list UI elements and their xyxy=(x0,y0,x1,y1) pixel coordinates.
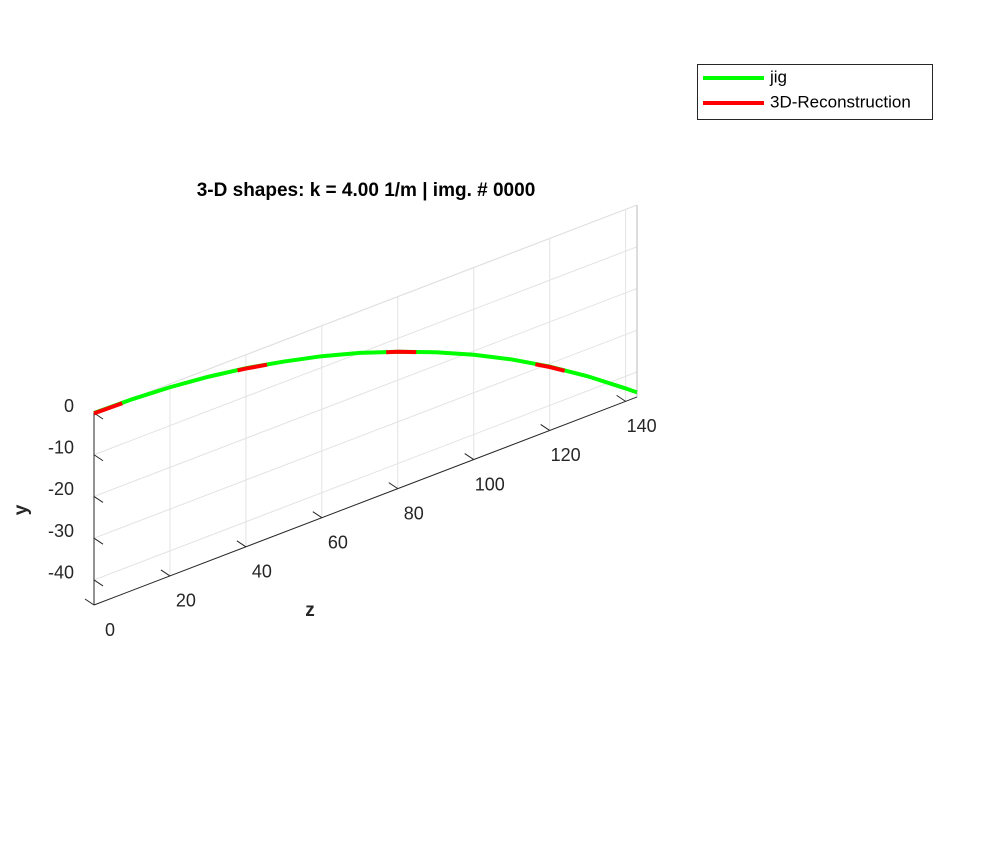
y-tick-label: -30 xyxy=(48,521,74,541)
box-edge xyxy=(93,204,638,414)
x-tick-label: 40 xyxy=(252,562,272,582)
x-tick xyxy=(84,598,95,606)
x-axis-line xyxy=(93,396,638,606)
y-tick xyxy=(93,579,104,587)
grid xyxy=(93,204,638,605)
x-tick xyxy=(236,540,247,548)
x-tick-label: 120 xyxy=(551,445,581,465)
x-tick xyxy=(464,453,474,460)
x-tick-label: 60 xyxy=(328,532,348,552)
y-tick xyxy=(93,537,104,545)
grid-line xyxy=(93,329,638,539)
legend: jig 3D-Reconstruction xyxy=(697,64,933,120)
grid-line xyxy=(93,371,638,581)
y-tick xyxy=(93,496,104,503)
grid-line xyxy=(93,288,638,497)
x-tick xyxy=(540,424,550,431)
x-tick xyxy=(312,511,323,519)
y-tick-label: -20 xyxy=(48,479,74,499)
y-axis-label: y xyxy=(11,504,32,515)
y-tick xyxy=(93,454,104,462)
chart-title: 3-D shapes: k = 4.00 1/m | img. # 0000 xyxy=(197,180,536,201)
y-tick-label: -40 xyxy=(48,563,74,583)
x-tick xyxy=(388,482,399,490)
grid-line xyxy=(93,246,638,456)
x-axis-label: z xyxy=(305,600,315,621)
x-tick-label: 20 xyxy=(176,591,196,611)
y-tick-label: 0 xyxy=(64,396,74,416)
x-tick-label: 80 xyxy=(404,503,424,523)
x-tick xyxy=(616,394,626,402)
legend-box xyxy=(697,64,933,120)
x-tick-label: 100 xyxy=(475,474,505,494)
x-tick-label: 140 xyxy=(627,416,657,436)
legend-label: 3D-Reconstruction xyxy=(770,92,911,111)
x-tick-label: 0 xyxy=(105,620,115,640)
x-tick xyxy=(160,569,171,577)
y-tick-label: -10 xyxy=(48,437,74,457)
legend-label: jig xyxy=(769,67,787,86)
series-line xyxy=(93,349,638,415)
